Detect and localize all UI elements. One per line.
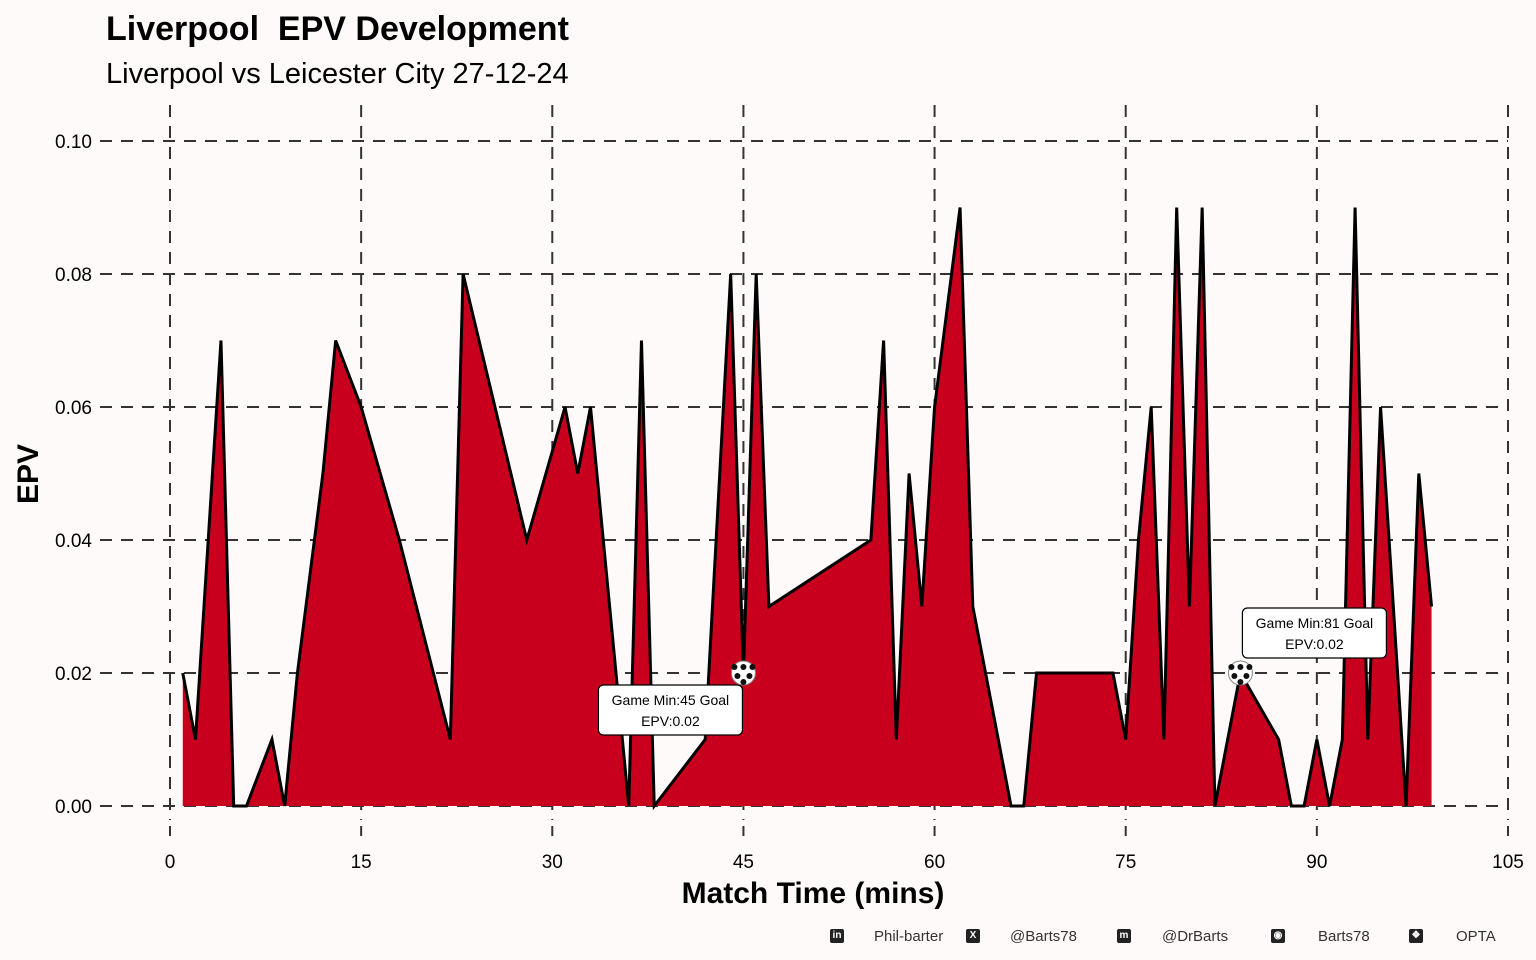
- x-tick-label: 60: [924, 852, 945, 873]
- y-tick-label: 0.02: [55, 664, 92, 685]
- mastodon-icon[interactable]: m: [1117, 929, 1131, 943]
- goal-label-box: [597, 684, 744, 736]
- x-tick-label: 75: [1115, 852, 1136, 873]
- y-tick-label: 0.10: [55, 132, 92, 153]
- goal-label-box: [1241, 607, 1388, 659]
- y-tick-label: 0.06: [55, 398, 92, 419]
- x-tick-label: 0: [165, 852, 176, 873]
- y-axis-label: EPV: [12, 444, 45, 504]
- goal-annotation: Game Min:81 Goal EPV:0.02: [1227, 607, 1388, 686]
- axes: 0.00 0.02 0.04 0.06 0.08 0.10 0 15 30 45 60 75 90 105: [55, 132, 1524, 873]
- dropbox-icon[interactable]: ❖: [1409, 929, 1423, 943]
- football-icon: [1227, 660, 1253, 686]
- x-tick-label: 105: [1492, 852, 1524, 873]
- footer-label: Barts78: [1318, 927, 1370, 945]
- epv-line: [181, 207, 1434, 811]
- x-axis-label: Match Time (mins): [682, 877, 945, 910]
- football-icon: [730, 660, 756, 686]
- x-tick-label: 45: [733, 852, 754, 873]
- goal-annotation: Game Min:45 Goal EPV:0.02: [597, 660, 756, 736]
- goal-label-line1: Game Min:45 Goal: [612, 692, 730, 708]
- footer-label: @DrBarts: [1162, 927, 1229, 945]
- footer-label: @Barts78: [1010, 927, 1077, 945]
- x-tick-label: 30: [542, 852, 563, 873]
- epv-area: [182, 207, 1432, 806]
- linkedin-icon[interactable]: in: [830, 929, 844, 943]
- y-tick-label: 0.04: [55, 531, 92, 552]
- x-icon[interactable]: X: [966, 929, 980, 943]
- chart-title: Liverpool EPV Development: [106, 10, 569, 48]
- footer-label: OPTA: [1456, 927, 1496, 945]
- chart-subtitle: Liverpool vs Leicester City 27-12-24: [106, 58, 569, 90]
- goal-label-line1: Game Min:81 Goal: [1256, 615, 1374, 631]
- y-tick-label: 0.00: [55, 797, 92, 818]
- area-layer: [181, 207, 1434, 811]
- y-tick-label: 0.08: [55, 265, 92, 286]
- x-tick-label: 90: [1306, 852, 1327, 873]
- goal-label-line2: EPV:0.02: [641, 713, 700, 729]
- footer-label: Phil-barter: [874, 927, 944, 945]
- x-tick-label: 15: [351, 852, 372, 873]
- goal-label-line2: EPV:0.02: [1285, 636, 1344, 652]
- github-icon[interactable]: ◉: [1271, 929, 1285, 943]
